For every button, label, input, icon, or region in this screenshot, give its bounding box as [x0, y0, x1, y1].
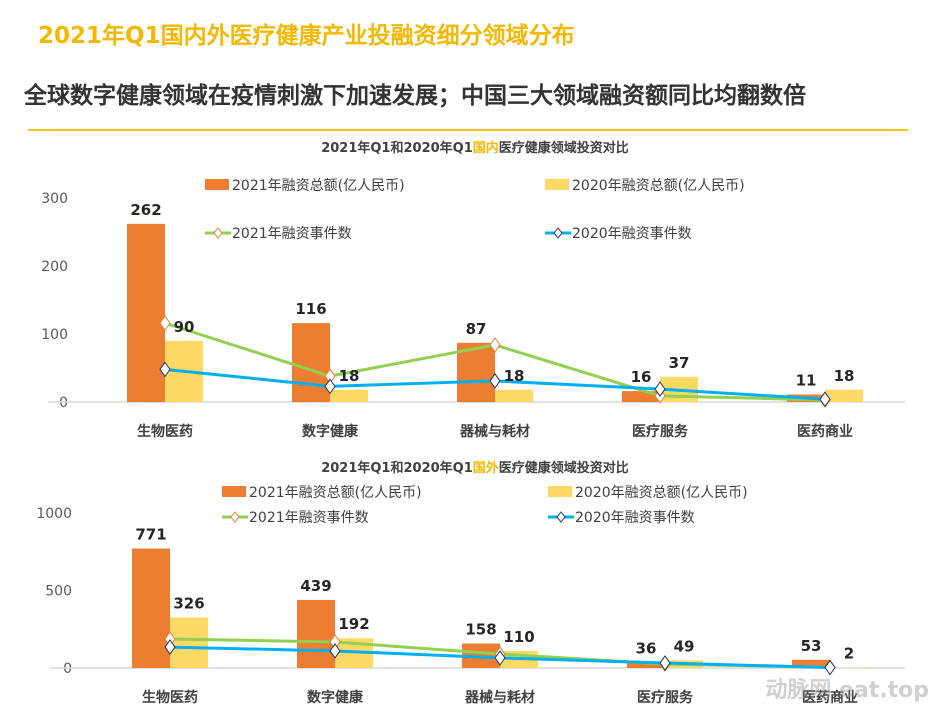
data-label: 37 — [669, 354, 690, 372]
chart-title-part: 2021年Q1和2020年Q1 — [321, 460, 473, 476]
category-label: 数字健康 — [302, 423, 359, 440]
data-label: 49 — [674, 637, 695, 655]
bar-2020 — [495, 389, 533, 402]
domestic-chart: 2021年Q1和2020年Q1国内医疗健康领域投资对比 0 100 200 300 生物医… — [41, 140, 905, 440]
legend-label: 2020年融资总额(亿人民币) — [572, 178, 745, 194]
divider — [28, 129, 908, 131]
bar-2020 — [825, 389, 863, 402]
category-label: 医疗服务 — [637, 689, 694, 706]
line-marker — [819, 391, 831, 408]
line-marker — [489, 337, 501, 353]
legend-swatch — [205, 179, 229, 190]
data-label: 262 — [130, 201, 161, 219]
legend-marker — [213, 227, 223, 239]
category-label: 器械与耗材 — [459, 423, 530, 440]
legend-marker — [553, 227, 563, 239]
bar-2021 — [622, 391, 660, 402]
legend-swatch — [222, 486, 246, 497]
legend-label: 2021年融资事件数 — [232, 226, 352, 242]
data-label: 18 — [339, 367, 360, 385]
bar-2021 — [792, 659, 830, 668]
category-label: 器械与耗材 — [464, 689, 535, 706]
y-tick-label: 300 — [41, 191, 68, 207]
category-label: 数字健康 — [307, 689, 364, 706]
data-label: 18 — [834, 367, 855, 385]
category-label: 医药商业 — [797, 423, 853, 440]
data-label: 110 — [503, 628, 534, 646]
bar-2021 — [127, 223, 165, 402]
data-label: 439 — [300, 577, 331, 595]
line-marker — [324, 378, 336, 395]
category-label: 医药商业 — [802, 689, 858, 706]
watermark-logo: 动脉网 eat.top — [765, 678, 929, 703]
legend-label: 2021年融资总额(亿人民币) — [232, 178, 405, 194]
category-label: 生物医药 — [137, 423, 193, 440]
chart-title: 2021年Q1和2020年Q1国内医疗健康领域投资对比 — [321, 140, 629, 156]
line-marker — [159, 361, 171, 378]
line-marker — [824, 659, 836, 676]
chart-title-part: 2021年Q1和2020年Q1 — [321, 140, 473, 156]
legend-label: 2021年融资总额(亿人民币) — [249, 485, 422, 501]
y-tick-label: 0 — [63, 661, 72, 677]
data-label: 87 — [466, 320, 487, 338]
legend-label: 2021年融资事件数 — [249, 510, 369, 526]
data-label: 2 — [844, 645, 854, 663]
line-marker — [159, 315, 171, 331]
data-label: 158 — [465, 621, 496, 639]
y-tick-label: 0 — [59, 395, 68, 411]
line-marker — [489, 373, 501, 389]
foreign-chart: 2021年Q1和2020年Q1国外医疗健康领域投资对比 0 500 1000 生物医药 数… — [36, 460, 905, 706]
legend-marker — [556, 511, 566, 523]
data-label: 36 — [636, 639, 657, 657]
chart-title-part: 国内 — [473, 140, 499, 156]
y-tick-label: 100 — [41, 327, 68, 343]
data-label: 192 — [338, 615, 369, 633]
legend-label: 2020年融资总额(亿人民币) — [575, 485, 748, 501]
data-label: 53 — [801, 637, 822, 655]
line-marker — [654, 381, 666, 397]
data-label: 16 — [631, 368, 652, 386]
bar-2020 — [330, 389, 368, 402]
line-marker — [494, 650, 506, 666]
line-marker — [164, 639, 176, 655]
chart-title: 2021年Q1和2020年Q1国外医疗健康领域投资对比 — [321, 460, 629, 476]
page-subtitle: 全球数字健康领域在疫情刺激下加速发展；中国三大领域融资额同比均翻数倍 — [24, 83, 806, 109]
y-tick-label: 500 — [45, 584, 72, 600]
line-marker — [329, 643, 341, 659]
legend-marker — [230, 511, 240, 523]
legend-swatch — [548, 486, 572, 497]
chart-title-part: 国外 — [473, 460, 499, 476]
data-label: 90 — [174, 318, 195, 336]
y-tick-label: 1000 — [36, 506, 72, 522]
bar-2021 — [132, 548, 170, 668]
bar-2020 — [170, 617, 208, 668]
legend-label: 2020年融资事件数 — [575, 510, 695, 526]
data-label: 326 — [173, 594, 204, 612]
category-label: 生物医药 — [142, 689, 198, 706]
legend-swatch — [545, 179, 569, 190]
data-label: 116 — [295, 300, 326, 318]
bar-2021 — [297, 599, 335, 668]
line-marker — [659, 655, 671, 671]
bar-2021 — [627, 662, 665, 668]
y-tick-label: 200 — [41, 259, 68, 275]
legend-label: 2020年融资事件数 — [572, 226, 692, 242]
category-label: 医疗服务 — [632, 423, 689, 440]
bar-2021 — [292, 323, 330, 402]
chart-title-part: 医疗健康领域投资对比 — [499, 140, 629, 156]
bar-2021 — [457, 342, 495, 402]
page-title: 2021年Q1国内外医疗健康产业投融资细分领域分布 — [38, 23, 575, 49]
data-label: 18 — [504, 367, 525, 385]
data-label: 11 — [796, 372, 817, 390]
chart-title-part: 医疗健康领域投资对比 — [499, 460, 629, 476]
data-label: 771 — [135, 525, 166, 543]
